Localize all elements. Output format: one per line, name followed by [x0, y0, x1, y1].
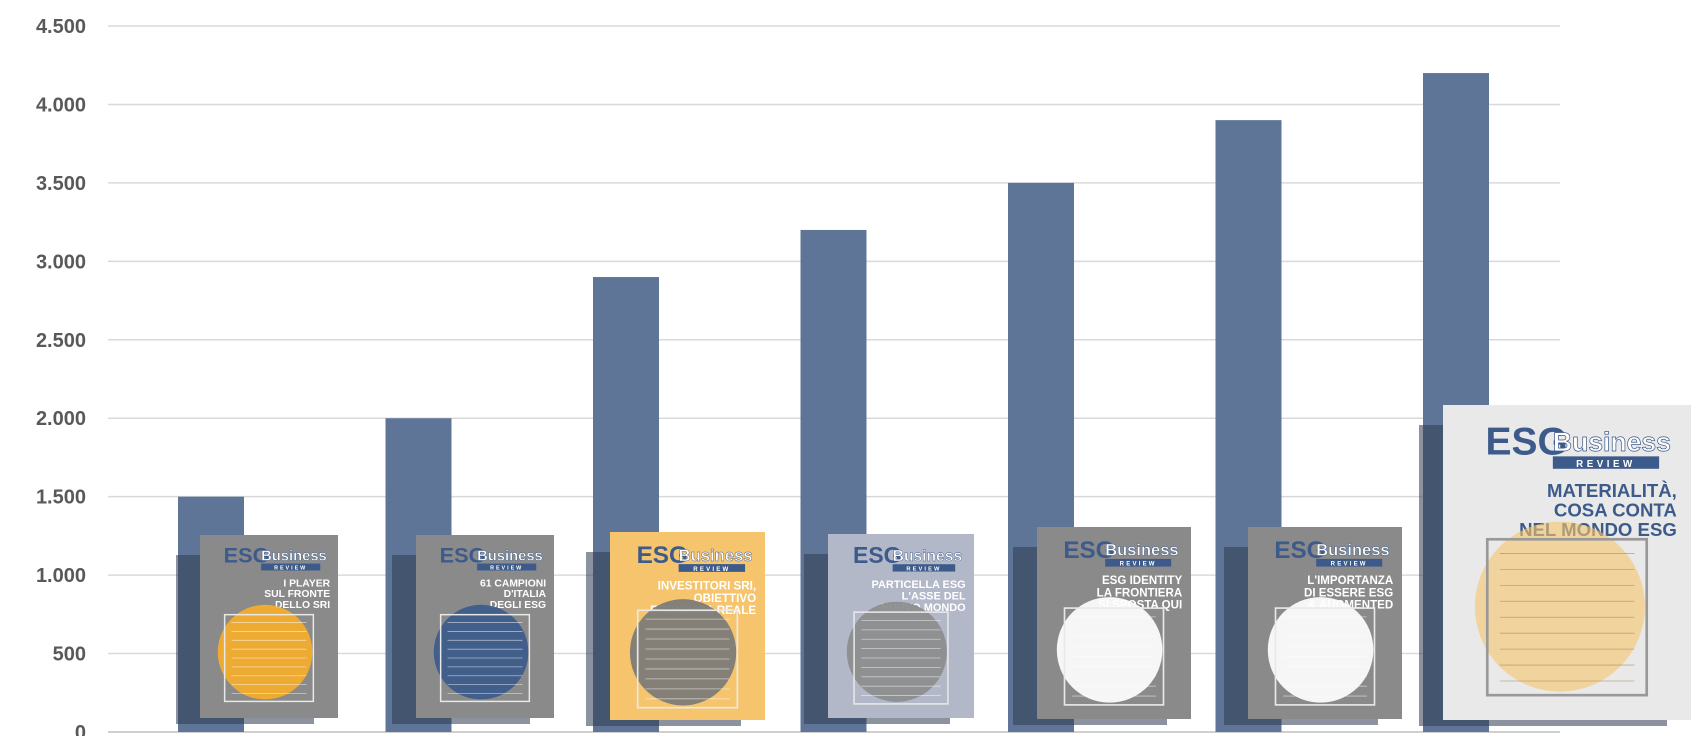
y-tick-label: 4.500 [36, 16, 86, 38]
cover-headline-line: 61 CAMPIONI [480, 578, 546, 589]
y-tick-label: 2.500 [36, 330, 86, 352]
cover-headline-line: SUL FRONTE [264, 589, 330, 600]
cover-brand-bar [261, 563, 321, 571]
y-tick-label: 1.000 [36, 565, 86, 587]
cover-brand-business: Business [893, 548, 963, 565]
cover-circle [846, 601, 947, 702]
cover-frame [1274, 607, 1376, 706]
cover-brand-business: Business [1553, 427, 1671, 457]
cover-headline-line: L'ASSE DEL [902, 591, 966, 603]
cover-brand-bar [678, 564, 746, 572]
cover-frame [1063, 607, 1165, 706]
cover-headline-line: ESG IDENTITY [1102, 575, 1182, 587]
cover-circle [1267, 597, 1374, 703]
cover-headline-line: OBIETTIVO [694, 592, 757, 605]
cover-brand-bar [1552, 456, 1660, 469]
cover-brand-business: Business [261, 549, 327, 565]
cover-frame [439, 613, 531, 703]
cover-circle [433, 604, 529, 700]
cover-headline-line: PARTICELLA ESG [871, 579, 965, 591]
y-tick-label: 3.500 [36, 173, 86, 195]
y-tick-label: 1.500 [36, 487, 86, 509]
cover-brand-business: Business [679, 546, 753, 565]
cover-brand-review: REVIEW [693, 566, 730, 573]
y-tick-label: 0 [75, 722, 86, 736]
cover-headline-line: I PLAYER [283, 578, 330, 589]
y-tick-label: 2.000 [36, 408, 86, 430]
y-tick-label: 500 [53, 644, 86, 666]
cover-frame [636, 609, 739, 709]
cover-circle [629, 599, 737, 706]
cover-headline-line: DEGLI ESG [490, 600, 546, 611]
cover-circle [1056, 597, 1163, 703]
cover-brand-review: REVIEW [1576, 459, 1636, 470]
cover-headline-line: COSA CONTA [1554, 500, 1677, 521]
cover-brand-bar [892, 564, 956, 572]
cover-frame [223, 613, 315, 703]
cover-brand-bar [1105, 558, 1172, 567]
cover-brand-business: Business [1316, 542, 1389, 560]
cover-headline-line: DELLO SRI [275, 600, 330, 611]
y-tick-label: 4.000 [36, 94, 86, 116]
cover-brand-review: REVIEW [906, 567, 941, 573]
cover-headline-line: INVESTITORI SRI, [658, 580, 756, 593]
cover-frame [1485, 537, 1649, 697]
cover-brand-review: REVIEW [1120, 562, 1157, 568]
cover-brand-esg: ESG [853, 542, 901, 568]
cover-headline-line: DI ESSERE ESG [1304, 587, 1393, 599]
cover-headline-line: LA FRONTIERA [1097, 587, 1183, 599]
cover-circle [1474, 521, 1645, 692]
cover-frame [853, 611, 949, 705]
cover-brand-business: Business [477, 549, 543, 565]
y-axis-ticks: 0 500 1.000 1.500 2.000 2.500 3.000 3.500 4.000 4… [36, 16, 86, 736]
y-tick-label: 3.000 [36, 251, 86, 273]
cover-brand-review: REVIEW [1331, 562, 1368, 568]
cover-brand-esg: ESG [440, 543, 486, 568]
cover-brand-business: Business [1105, 542, 1178, 560]
cover-brand-bar [1316, 558, 1383, 567]
cover-circle [217, 604, 313, 700]
cover-brand-esg: ESG [224, 543, 270, 568]
cover-headline-line: MATERIALITÀ, [1547, 480, 1677, 501]
cover-brand-review: REVIEW [274, 566, 307, 572]
cover-headline-line: D'ITALIA [504, 589, 547, 600]
cover-brand-review: REVIEW [490, 566, 523, 572]
cover-brand-bar [477, 563, 537, 571]
cover-headline-line: L'IMPORTANZA [1307, 575, 1394, 587]
